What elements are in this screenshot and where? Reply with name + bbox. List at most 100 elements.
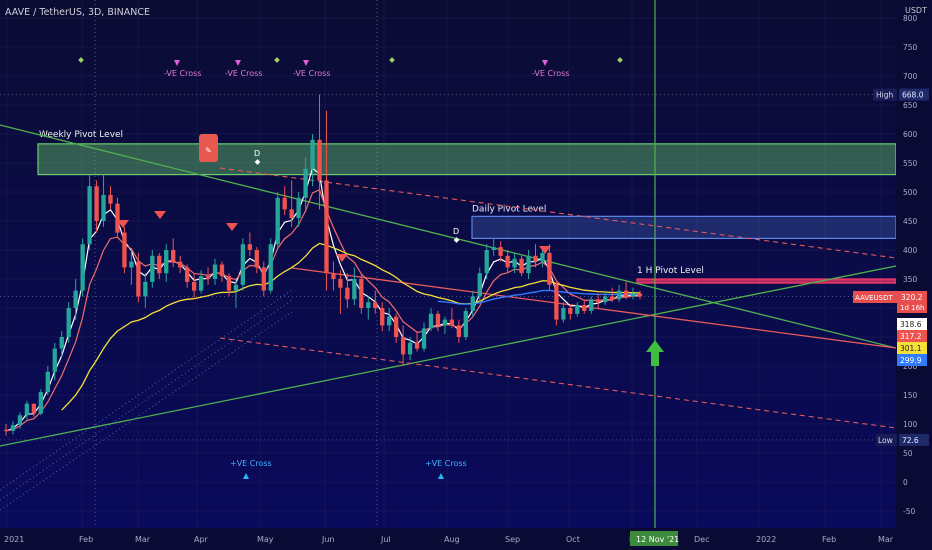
candle-body <box>219 264 225 277</box>
ema-slow-line <box>61 242 641 411</box>
price-tick: 400 <box>903 246 918 255</box>
candle-body <box>150 255 155 282</box>
zone-label: Daily Pivot Level <box>472 204 546 214</box>
candle-body <box>157 255 162 274</box>
high-value-badge-bg <box>899 88 929 101</box>
trendline <box>0 124 897 349</box>
candle-body <box>596 299 601 303</box>
symbol-title: AAVE / TetherUS, 3D, BINANCE <box>5 7 150 18</box>
price-tick: 750 <box>903 43 918 52</box>
candle-body <box>240 244 246 285</box>
candle-body <box>449 319 455 326</box>
ve-cross-down-label: -VE Cross <box>293 69 330 78</box>
candle-body <box>66 308 71 337</box>
candle-body <box>129 261 134 268</box>
price-tick: 450 <box>903 217 918 226</box>
candle-body <box>456 325 462 337</box>
signal-markers: -VE Cross -VE Cross -VE Cross -VE Cross +VE … <box>78 57 623 479</box>
d-mark-label: D <box>254 149 260 158</box>
candle-body <box>296 197 301 219</box>
price-tick: 650 <box>903 101 918 110</box>
candle-body <box>59 337 64 349</box>
candle-body <box>470 296 475 311</box>
candle-body <box>491 247 496 250</box>
candle-body <box>247 244 253 250</box>
candle-body <box>38 392 43 414</box>
grid-lines <box>0 0 896 528</box>
candle-body <box>373 302 378 308</box>
zone-label: 1 H Pivot Level <box>637 266 704 276</box>
price-tick: 600 <box>903 130 918 139</box>
high-value-badge: 668.0 <box>902 91 924 100</box>
candle-body <box>442 319 448 326</box>
candle-body <box>24 403 30 416</box>
candle-body <box>609 296 615 300</box>
candle-body <box>630 293 636 297</box>
low-label-bg <box>876 433 897 446</box>
diamond-marker-icon <box>254 159 261 165</box>
price-tick: 550 <box>903 159 918 168</box>
candle-body <box>352 279 357 300</box>
low-value-badge: 72.6 <box>902 436 919 445</box>
time-tick: Oct <box>566 535 580 544</box>
diamond-marker-icon <box>453 237 460 243</box>
price-tick: 700 <box>903 72 918 81</box>
time-tick: Apr <box>194 535 209 544</box>
candle-body <box>164 250 169 274</box>
pivot-zone <box>471 215 897 239</box>
candle-body <box>73 290 78 308</box>
time-tick: Jun <box>321 535 335 544</box>
candle-body <box>184 267 190 282</box>
candle-body <box>512 258 517 268</box>
candle-body <box>637 293 643 297</box>
candle-body <box>198 276 204 291</box>
time-tick: Sep <box>505 535 520 544</box>
pivot-zone <box>37 143 897 176</box>
ve-cross-down-label: -VE Cross <box>164 69 201 78</box>
ma-value-badge: 299.9 <box>900 356 922 365</box>
candle-body <box>226 276 232 291</box>
candle-body <box>421 328 427 349</box>
ma-value-badge-bg <box>897 342 927 354</box>
price-tick: 500 <box>903 188 918 197</box>
moving-averages <box>5 167 641 432</box>
ema-mid-line <box>5 188 640 432</box>
trendline <box>291 267 897 349</box>
candle-body <box>359 279 364 308</box>
time-axis: 2021FebMarAprMayJunJulAugSepOctNDec2022F… <box>0 528 932 550</box>
sell-triangle-icon <box>336 254 348 262</box>
trendline <box>219 167 897 259</box>
current-price: 320.2 <box>901 293 923 302</box>
current-price-bg <box>897 291 927 313</box>
candle-body <box>212 264 218 279</box>
currency-label: USDT <box>905 6 927 15</box>
price-tick: -50 <box>903 507 915 516</box>
candlesticks[interactable] <box>3 94 643 436</box>
candle-body <box>400 337 406 355</box>
candle-body <box>233 284 239 291</box>
candle-body <box>268 244 273 291</box>
candle-body <box>45 371 50 393</box>
price-axis: 8007507006506005505004504003503002502001… <box>853 0 932 528</box>
candle-body <box>282 197 287 210</box>
high-label-bg <box>873 88 897 101</box>
countdown: 1d 16h <box>900 304 924 312</box>
time-tick: May <box>257 535 274 544</box>
ve-cross-up-label: +VE Cross <box>230 459 272 468</box>
candle-body <box>94 186 99 221</box>
candle-body <box>568 308 573 314</box>
trendlines <box>0 0 897 528</box>
price-tick: 150 <box>903 391 918 400</box>
up-triangle-icon <box>243 473 249 479</box>
price-tick: 800 <box>903 14 918 23</box>
candle-body <box>540 252 545 262</box>
ma-value-badge-bg <box>897 318 927 330</box>
candle-body <box>589 299 594 311</box>
trendline <box>0 299 293 501</box>
candle-body <box>380 308 385 326</box>
candle-body <box>526 255 531 274</box>
time-tick: Aug <box>444 535 460 544</box>
candle-body <box>463 310 468 337</box>
time-tick: Dec <box>694 535 709 544</box>
